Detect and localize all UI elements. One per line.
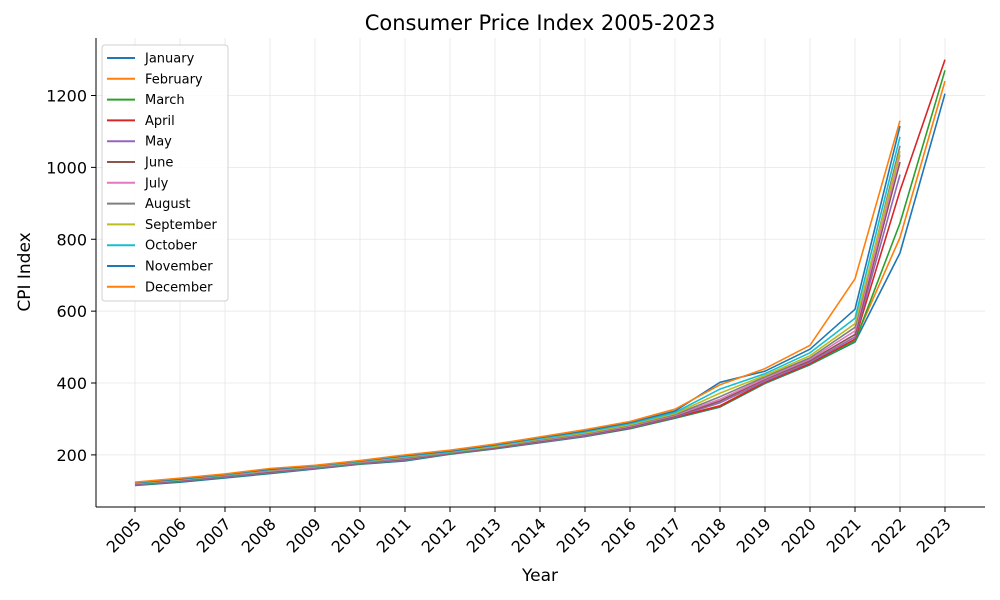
x-tick-label: 2010 — [328, 514, 370, 556]
legend-label-august: August — [145, 197, 191, 212]
x-tick-label: 2020 — [778, 514, 820, 556]
legend: January February March April May June July Augu… — [101, 44, 229, 302]
x-tick-label: 2016 — [598, 514, 640, 556]
y-axis-title: CPI Index — [15, 232, 35, 311]
x-axis-ticks: 2005 2006 2007 2008 2009 2010 2011 2012 2013 2014… — [103, 507, 955, 557]
x-tick-label: 2021 — [823, 514, 865, 556]
legend-label-december: December — [145, 280, 213, 295]
series-line-may — [134, 174, 901, 486]
series-line-october — [134, 136, 901, 484]
x-axis-title: Year — [521, 566, 558, 586]
series-line-august — [134, 145, 901, 485]
chart-title: Consumer Price Index 2005-2023 — [365, 11, 716, 35]
x-tick-label: 2023 — [913, 514, 955, 556]
x-tick-label: 2019 — [733, 514, 775, 556]
legend-box — [101, 44, 229, 302]
x-tick-label: 2011 — [373, 514, 415, 556]
legend-label-march: March — [145, 93, 185, 108]
x-tick-label: 2007 — [193, 514, 235, 556]
legend-label-january: January — [144, 52, 195, 67]
x-tick-label: 2018 — [688, 514, 730, 556]
legend-label-october: October — [145, 239, 198, 254]
y-tick-label: 200 — [56, 446, 87, 465]
legend-label-june: June — [144, 156, 173, 171]
legend-label-february: February — [145, 72, 203, 87]
x-tick-label: 2012 — [418, 514, 460, 556]
series-lines — [134, 59, 946, 487]
grid — [96, 38, 985, 507]
y-tick-label: 1200 — [46, 87, 87, 106]
x-tick-label: 2006 — [148, 514, 190, 556]
series-line-december — [134, 120, 901, 483]
legend-label-november: November — [145, 260, 213, 275]
x-tick-label: 2022 — [868, 514, 910, 556]
x-tick-label: 2013 — [463, 514, 505, 556]
x-tick-label: 2005 — [103, 514, 145, 556]
x-tick-label: 2015 — [553, 514, 595, 556]
y-tick-label: 1000 — [46, 158, 87, 177]
series-line-september — [134, 150, 901, 485]
y-axis-ticks: 200 400 600 800 1000 1200 — [46, 87, 96, 465]
x-tick-label: 2017 — [643, 514, 685, 556]
series-line-july — [134, 154, 901, 485]
y-tick-label: 600 — [56, 302, 87, 321]
x-tick-label: 2014 — [508, 514, 550, 556]
legend-label-july: July — [144, 176, 169, 191]
series-line-june — [134, 161, 901, 485]
y-tick-label: 800 — [56, 230, 87, 249]
x-tick-label: 2009 — [283, 514, 325, 556]
legend-label-may: May — [145, 135, 172, 150]
legend-label-september: September — [145, 218, 218, 233]
legend-label-april: April — [145, 114, 175, 129]
x-tick-label: 2008 — [238, 514, 280, 556]
y-tick-label: 400 — [56, 374, 87, 393]
series-line-november — [134, 125, 901, 484]
